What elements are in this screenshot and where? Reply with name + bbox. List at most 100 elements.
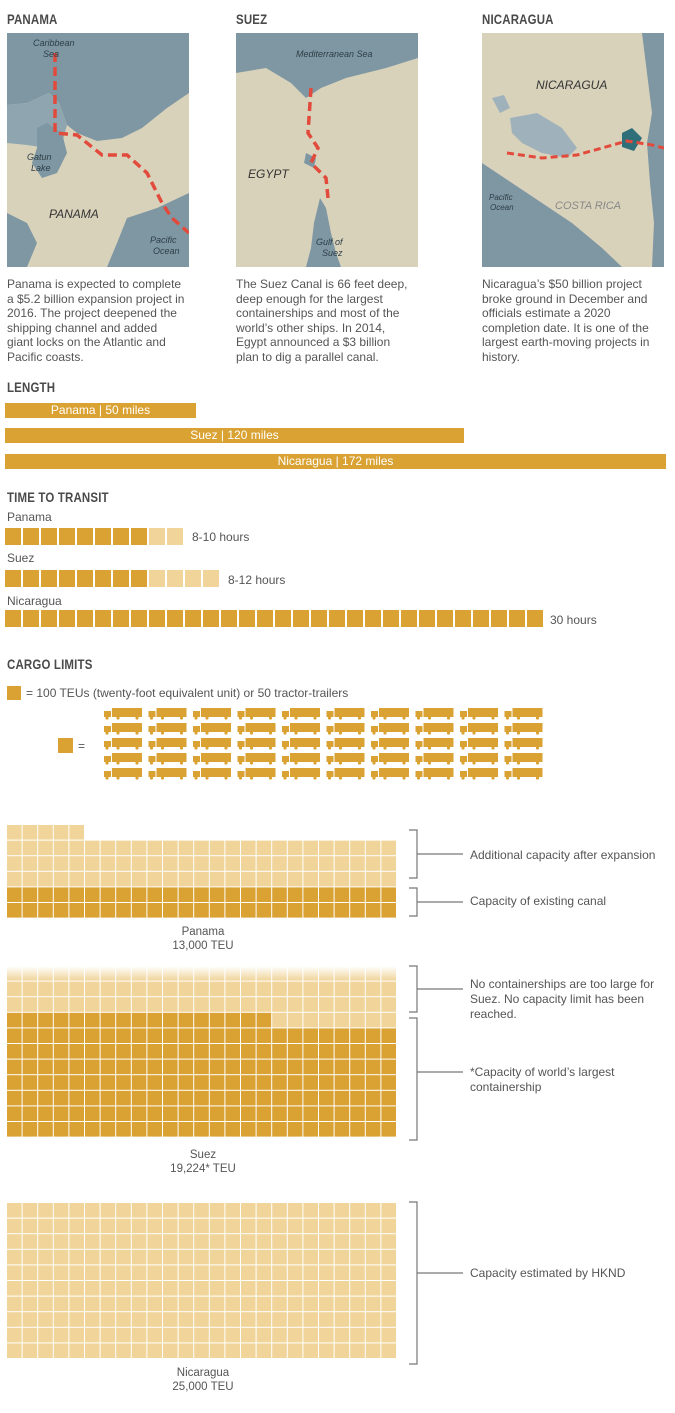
truck-icon bbox=[326, 708, 365, 720]
capacity-square-estimated bbox=[303, 1343, 318, 1358]
truck-icon bbox=[237, 753, 276, 765]
capacity-square-additional bbox=[287, 871, 303, 887]
truck-icon bbox=[237, 723, 276, 735]
capacity-square-existing bbox=[256, 887, 272, 902]
capacity-square-estimated bbox=[147, 1281, 162, 1296]
capacity-square-largest-ship bbox=[131, 1106, 147, 1121]
capacity-square-estimated bbox=[287, 1249, 303, 1265]
capacity-square-estimated bbox=[116, 1249, 131, 1265]
capacity-square-additional bbox=[241, 840, 256, 856]
capacity-square-unlimited bbox=[38, 981, 53, 997]
nicaragua-grid-value: 25,000 TEU bbox=[172, 1381, 234, 1393]
capacity-square-largest-ship bbox=[7, 1059, 22, 1075]
capacity-square-unlimited bbox=[272, 966, 287, 981]
capacity-square-largest-ship bbox=[53, 1028, 69, 1043]
capacity-square-estimated bbox=[7, 1281, 22, 1296]
capacity-square-existing bbox=[334, 887, 350, 902]
capacity-square-estimated bbox=[116, 1281, 131, 1296]
capacity-square-largest-ship bbox=[178, 1122, 194, 1137]
pacific-label-2: Ocean bbox=[153, 246, 180, 256]
capacity-square-largest-ship bbox=[365, 1028, 381, 1043]
capacity-square-additional bbox=[22, 840, 38, 856]
capacity-square-estimated bbox=[100, 1249, 116, 1265]
truck-icon bbox=[460, 723, 498, 735]
capacity-square-additional bbox=[147, 856, 162, 871]
capacity-square-largest-ship bbox=[22, 1044, 38, 1059]
transit-hour-segment bbox=[149, 610, 167, 627]
capacity-square-largest-ship bbox=[287, 1106, 303, 1121]
transit-hour-segment bbox=[221, 610, 239, 627]
transit-hour-segment bbox=[77, 528, 95, 545]
capacity-square-additional bbox=[53, 871, 69, 887]
capacity-square-largest-ship bbox=[381, 1075, 396, 1090]
truck-icon bbox=[326, 768, 365, 780]
capacity-square-estimated bbox=[147, 1327, 162, 1343]
capacity-square-estimated bbox=[85, 1343, 100, 1358]
capacity-square-estimated bbox=[272, 1203, 287, 1218]
capacity-square-existing bbox=[69, 887, 84, 902]
truck-icon bbox=[104, 738, 142, 750]
capacity-square-estimated bbox=[116, 1296, 131, 1312]
capacity-square-largest-ship bbox=[303, 1106, 318, 1121]
capacity-square-unlimited bbox=[272, 981, 287, 997]
gatun-label-2: Lake bbox=[31, 163, 51, 173]
capacity-square-additional bbox=[85, 840, 100, 856]
capacity-square-existing bbox=[303, 887, 318, 902]
capacity-square-largest-ship bbox=[241, 1122, 256, 1137]
capacity-square-estimated bbox=[256, 1249, 272, 1265]
capacity-square-estimated bbox=[381, 1312, 396, 1327]
transit-hour-segment bbox=[5, 610, 23, 627]
capacity-square-additional bbox=[131, 856, 147, 871]
capacity-square-estimated bbox=[381, 1249, 396, 1265]
capacity-square-largest-ship bbox=[241, 1090, 256, 1106]
capacity-square-additional bbox=[381, 871, 396, 887]
capacity-square-existing bbox=[69, 903, 84, 918]
capacity-square-largest-ship bbox=[287, 1044, 303, 1059]
capacity-square-estimated bbox=[350, 1343, 365, 1358]
capacity-square-estimated bbox=[256, 1281, 272, 1296]
panama-description: Panama is expected to complete a $5.2 bil… bbox=[7, 277, 185, 364]
capacity-square-largest-ship bbox=[69, 1044, 84, 1059]
capacity-square-estimated bbox=[256, 1343, 272, 1358]
capacity-square-estimated bbox=[241, 1203, 256, 1218]
capacity-square-unlimited bbox=[319, 1012, 334, 1028]
capacity-square-existing bbox=[303, 903, 318, 918]
legend-text: = 100 TEUs (twenty-foot equivalent unit)… bbox=[26, 686, 349, 700]
capacity-square-largest-ship bbox=[131, 1122, 147, 1137]
capacity-square-largest-ship bbox=[350, 1122, 365, 1137]
capacity-square-estimated bbox=[241, 1281, 256, 1296]
capacity-square-existing bbox=[116, 887, 131, 902]
capacity-square-additional bbox=[381, 856, 396, 871]
transit-title: TIME TO TRANSIT bbox=[7, 489, 109, 505]
capacity-square-additional bbox=[256, 856, 272, 871]
capacity-square-estimated bbox=[131, 1296, 147, 1312]
capacity-square-unlimited bbox=[100, 981, 116, 997]
capacity-square-estimated bbox=[53, 1203, 69, 1218]
capacity-square-largest-ship bbox=[131, 1090, 147, 1106]
capacity-square-estimated bbox=[147, 1249, 162, 1265]
capacity-square-estimated bbox=[178, 1265, 194, 1280]
capacity-square-existing bbox=[178, 903, 194, 918]
capacity-square-estimated bbox=[287, 1327, 303, 1343]
capacity-square-estimated bbox=[163, 1203, 178, 1218]
nic-pacific-label-2: Ocean bbox=[490, 203, 514, 212]
capacity-square-largest-ship bbox=[100, 1059, 116, 1075]
capacity-square-unlimited bbox=[287, 981, 303, 997]
capacity-square-estimated bbox=[38, 1281, 53, 1296]
capacity-square-estimated bbox=[116, 1218, 131, 1234]
note-panama-existing: Capacity of existing canal bbox=[470, 894, 607, 908]
capacity-square-unlimited bbox=[319, 966, 334, 981]
capacity-square-estimated bbox=[350, 1312, 365, 1327]
capacity-square-estimated bbox=[22, 1343, 38, 1358]
capacity-square-estimated bbox=[241, 1218, 256, 1234]
capacity-square-estimated bbox=[303, 1265, 318, 1280]
transit-hour-segment bbox=[59, 610, 77, 627]
panama-map: Caribbean Sea Gatun Lake PANAMA Pacific … bbox=[7, 33, 189, 267]
transit-hour-segment bbox=[257, 610, 275, 627]
capacity-square-unlimited bbox=[225, 966, 240, 981]
capacity-square-estimated bbox=[100, 1265, 116, 1280]
length-bar-nicaragua: Nicaragua | 172 miles bbox=[5, 454, 666, 469]
capacity-square-largest-ship bbox=[85, 1075, 100, 1090]
capacity-square-unlimited bbox=[319, 981, 334, 997]
transit-suez-name: Suez bbox=[7, 551, 35, 565]
